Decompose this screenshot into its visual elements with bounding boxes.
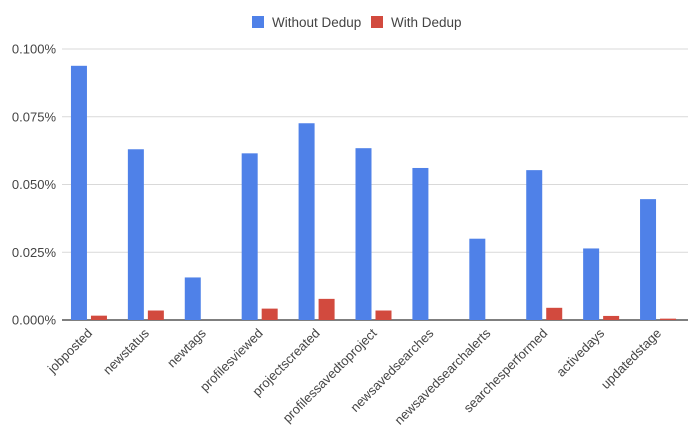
bar-without-dedup-searchesperformed: [526, 170, 543, 320]
y-tick-label: 0.050%: [12, 177, 57, 192]
bar-without-dedup-newstatus: [127, 149, 144, 320]
bar-with-dedup-searchesperformed: [546, 307, 563, 320]
x-category-label: jobposted: [44, 326, 95, 377]
bar-with-dedup-profilessavedtoproject: [375, 310, 392, 320]
y-tick-label: 0.100%: [12, 42, 57, 57]
bar-with-dedup-newstatus: [147, 310, 164, 320]
y-axis-tick-labels: 0.000% 0.025% 0.050% 0.075% 0.100%: [12, 42, 57, 328]
bar-without-dedup-updatedstage: [640, 199, 657, 320]
bar-with-dedup-updatedstage: [660, 318, 677, 320]
bar-without-dedup-projectscreated: [298, 123, 315, 320]
x-category-label: newstatus: [100, 325, 152, 377]
legend-swatch-with-dedup: [371, 16, 383, 28]
y-tick-label: 0.025%: [12, 245, 57, 260]
x-category-label: activedays: [553, 325, 607, 379]
bar-without-dedup-newsavedsearchalerts: [469, 238, 486, 320]
bar-without-dedup-newtags: [184, 277, 201, 320]
bar-with-dedup-profilesviewed: [261, 308, 278, 320]
legend-label-without-dedup: Without Dedup: [272, 15, 361, 30]
y-tick-label: 0.000%: [12, 313, 57, 328]
bar-without-dedup-profilesviewed: [241, 153, 258, 320]
bars: [70, 65, 677, 320]
bar-with-dedup-jobposted: [90, 315, 107, 320]
x-axis-category-labels: jobposted newstatus newtagsprofilesviewedp…: [44, 325, 664, 427]
bar-without-dedup-activedays: [583, 248, 600, 320]
legend-label-with-dedup: With Dedup: [391, 15, 462, 30]
y-tick-label: 0.075%: [12, 109, 57, 124]
legend: Without Dedup With Dedup: [252, 15, 462, 30]
legend-swatch-without-dedup: [252, 16, 264, 28]
bar-without-dedup-profilessavedtoproject: [355, 148, 372, 320]
x-category-label: profilessavedtoproject: [280, 325, 380, 425]
bar-with-dedup-activedays: [603, 315, 620, 320]
x-category-label: newsavedsearchalerts: [391, 325, 493, 427]
bar-without-dedup-newsavedsearches: [412, 167, 429, 320]
x-category-label: updatedstage: [598, 326, 664, 392]
x-category-label: newtags: [164, 325, 209, 370]
bar-with-dedup-projectscreated: [318, 298, 335, 320]
bar-without-dedup-jobposted: [70, 65, 87, 320]
